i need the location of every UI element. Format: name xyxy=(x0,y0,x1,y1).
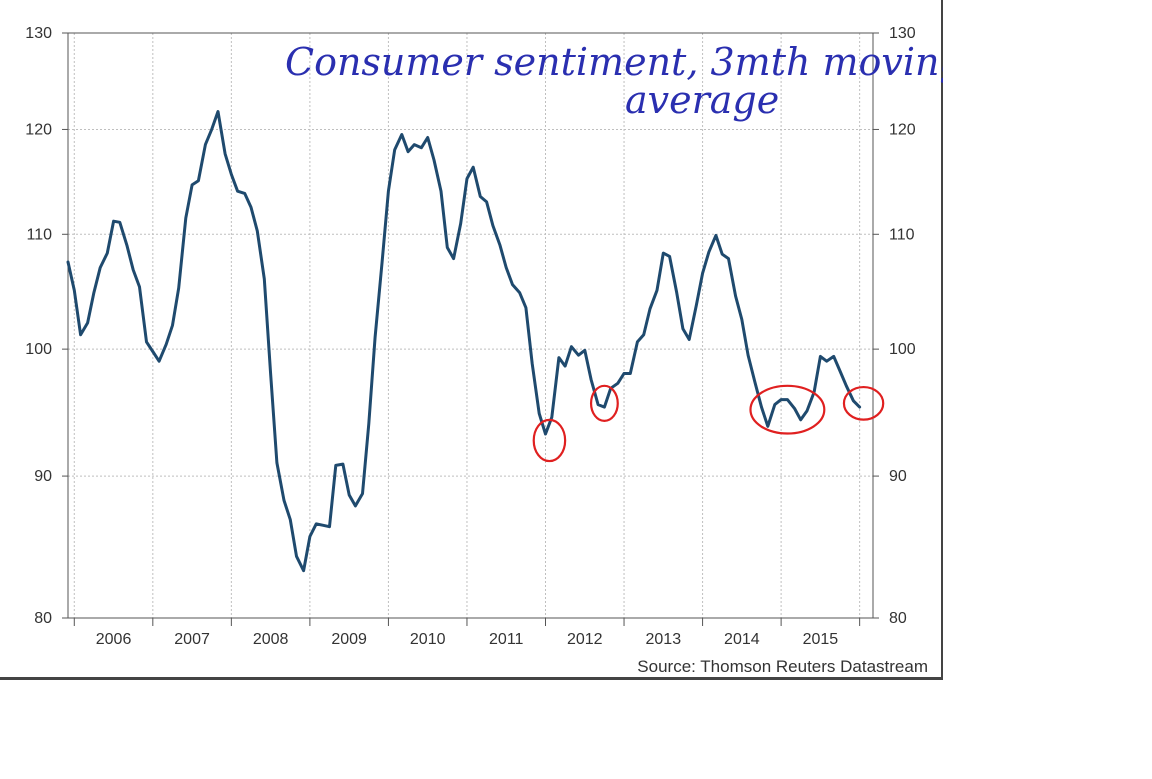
x-tick-label: 2010 xyxy=(410,631,446,648)
x-tick-label: 2008 xyxy=(253,631,289,648)
y-tick-label-right: 100 xyxy=(889,341,916,358)
y-tick-label-left: 80 xyxy=(34,610,52,627)
x-tick-label: 2009 xyxy=(331,631,367,648)
y-tick-label-left: 130 xyxy=(25,25,52,42)
red-circle-annotation xyxy=(532,418,567,463)
x-tick-label: 2013 xyxy=(646,631,682,648)
y-tick-label-right: 80 xyxy=(889,610,907,627)
x-tick-label: 2007 xyxy=(174,631,210,648)
y-tick-label-left: 110 xyxy=(26,226,52,243)
y-tick-label-left: 100 xyxy=(25,341,52,358)
red-circle-annotation xyxy=(589,384,619,422)
y-tick-label-left: 120 xyxy=(25,121,52,138)
x-tick-label: 2011 xyxy=(489,631,524,648)
source-label: Source: Thomson Reuters Datastream xyxy=(637,657,928,676)
series-layer xyxy=(66,110,862,573)
x-tick-label: 2014 xyxy=(724,631,760,648)
handwritten-note-line-2: average xyxy=(625,78,779,122)
handwritten-note-line-1: Consumer sentiment, 3mth moving xyxy=(285,40,943,84)
y-tick-label-left: 90 xyxy=(34,468,52,485)
x-tick-label: 2012 xyxy=(567,631,603,648)
y-tick-label-right: 120 xyxy=(889,121,916,138)
x-tick-label: 2015 xyxy=(803,631,839,648)
annotation-layer xyxy=(532,384,885,463)
sentiment-series-line xyxy=(66,110,862,573)
x-tick-label: 2006 xyxy=(96,631,132,648)
red-circle-annotation xyxy=(749,384,826,435)
y-tick-label-right: 90 xyxy=(889,468,907,485)
red-circle-annotation xyxy=(842,385,885,421)
consumer-sentiment-chart: 80 80 90 90 100 100 110 110 120 120 130 130 2006 2007… xyxy=(25,25,943,676)
grid-layer xyxy=(68,33,873,618)
chart-frame: 80 80 90 90 100 100 110 110 120 120 130 130 2006 2007… xyxy=(0,0,943,680)
y-tick-label-right: 130 xyxy=(889,25,916,42)
plot-border xyxy=(67,32,874,619)
y-tick-label-right: 110 xyxy=(889,226,915,243)
axis-layer: 80 80 90 90 100 100 110 110 120 120 130 130 2006 2007… xyxy=(25,25,916,648)
